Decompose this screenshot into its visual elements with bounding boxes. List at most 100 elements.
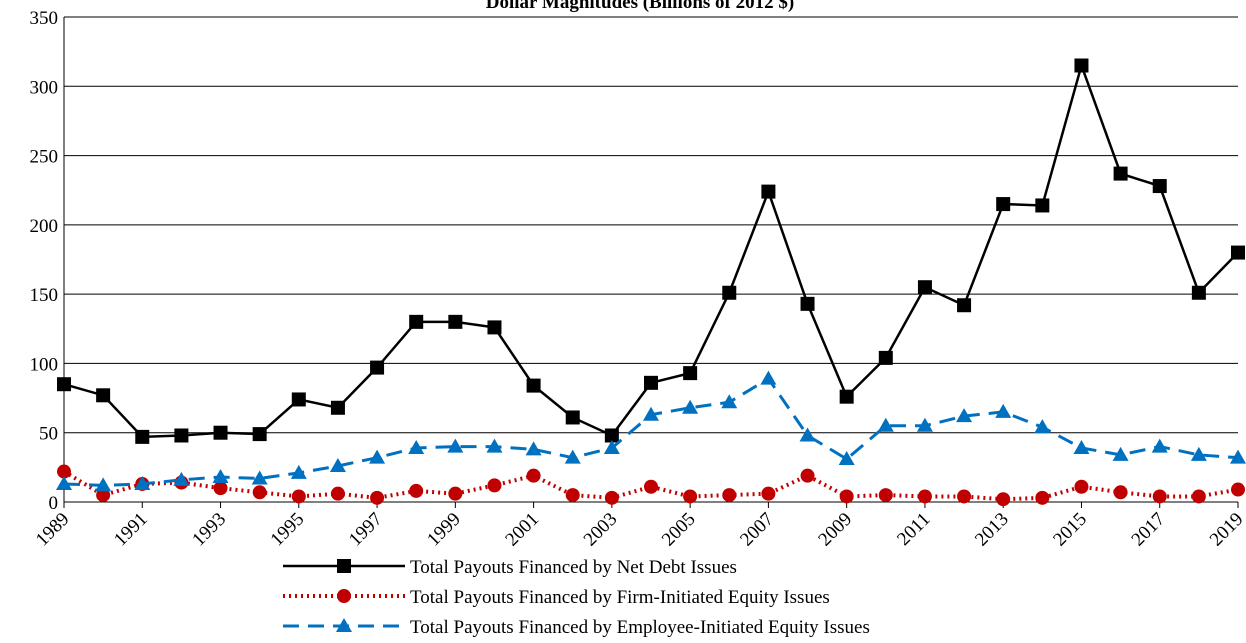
data-point	[487, 478, 502, 493]
data-point	[604, 490, 619, 505]
data-point	[643, 406, 659, 421]
data-point	[1152, 179, 1167, 194]
data-point	[290, 464, 307, 479]
data-point	[525, 441, 542, 456]
data-point	[1113, 485, 1128, 500]
legend-marker	[337, 589, 351, 603]
data-point	[526, 468, 541, 483]
data-point	[1151, 438, 1168, 453]
data-point	[799, 427, 816, 442]
data-point	[565, 488, 580, 503]
data-point	[213, 481, 228, 496]
data-point	[251, 470, 268, 485]
data-point	[722, 488, 737, 503]
data-point	[330, 486, 345, 501]
x-tick-label: 1997	[345, 509, 387, 551]
data-point	[1035, 490, 1050, 505]
data-point	[1034, 419, 1051, 434]
x-tick-label: 2015	[1049, 509, 1091, 551]
data-point	[252, 427, 267, 442]
y-tick-label: 250	[30, 147, 59, 168]
data-point	[996, 492, 1011, 507]
data-point	[956, 408, 973, 423]
data-point	[761, 184, 776, 199]
data-point	[1113, 166, 1128, 181]
data-point	[682, 399, 699, 414]
data-point	[56, 475, 72, 490]
data-point	[1231, 482, 1245, 497]
data-point	[370, 490, 385, 505]
data-point	[644, 375, 658, 390]
data-point	[1231, 245, 1245, 260]
x-tick-label: 2017	[1128, 509, 1170, 551]
data-point	[839, 389, 854, 404]
x-tick-label: 1993	[188, 509, 230, 551]
x-tick-label: 1989	[32, 509, 74, 551]
x-tick-label: 2009	[814, 509, 856, 551]
data-point	[839, 489, 854, 504]
legend-label: Total Payouts Financed by Net Debt Issue…	[410, 557, 737, 578]
data-point	[409, 314, 424, 329]
data-point	[448, 486, 463, 501]
data-point	[1074, 58, 1089, 73]
data-point	[487, 320, 502, 335]
x-tick-label: 2011	[893, 509, 934, 550]
data-point	[1035, 198, 1050, 213]
data-point	[565, 410, 580, 425]
data-point	[447, 438, 464, 453]
y-tick-label: 200	[30, 216, 59, 237]
data-point	[486, 438, 503, 453]
series-line	[63, 376, 1239, 487]
data-point	[95, 477, 112, 492]
x-tick-label: 2019	[1206, 509, 1246, 551]
data-point	[57, 464, 71, 479]
data-point	[1191, 285, 1206, 300]
x-tick-label: 2001	[501, 509, 543, 551]
data-point	[603, 439, 620, 454]
data-point	[369, 449, 386, 464]
y-tick-label: 50	[39, 424, 58, 445]
legend-marker	[337, 559, 351, 573]
data-point	[917, 280, 932, 295]
data-point	[1074, 479, 1089, 494]
data-point	[1073, 439, 1090, 454]
data-point	[838, 451, 855, 466]
data-point	[330, 400, 345, 415]
data-point	[1112, 446, 1129, 461]
data-point	[134, 475, 151, 490]
data-point	[1190, 446, 1207, 461]
data-point	[604, 428, 619, 443]
data-point	[917, 489, 932, 504]
legend-label: Total Payouts Financed by Firm-Initiated…	[410, 587, 830, 608]
data-point	[252, 485, 267, 500]
x-tick-label: 1999	[423, 509, 465, 551]
x-tick-label: 2007	[736, 509, 778, 551]
x-tick-label: 2005	[658, 509, 700, 551]
data-point	[329, 457, 346, 472]
data-point	[916, 417, 933, 432]
data-point	[96, 488, 111, 503]
data-point	[448, 314, 463, 329]
data-point	[408, 439, 425, 454]
data-point	[135, 429, 150, 444]
x-tick-label: 1995	[267, 509, 309, 551]
data-point	[57, 377, 71, 392]
data-point	[957, 298, 972, 313]
data-point	[722, 285, 737, 300]
data-point	[683, 489, 698, 504]
data-point	[878, 350, 893, 365]
data-point	[995, 403, 1012, 418]
data-point	[800, 468, 815, 483]
chart-title: Dollar Magnitudes (Billions of 2012 $)	[486, 0, 794, 13]
data-point	[409, 483, 424, 498]
legend-marker	[336, 618, 352, 632]
y-tick-label: 350	[30, 8, 59, 29]
data-point	[370, 360, 385, 375]
data-point	[1152, 489, 1167, 504]
data-point	[213, 425, 228, 440]
y-tick-label: 100	[30, 354, 59, 375]
y-tick-label: 300	[30, 77, 59, 98]
data-point	[878, 488, 893, 503]
data-point	[174, 428, 189, 443]
